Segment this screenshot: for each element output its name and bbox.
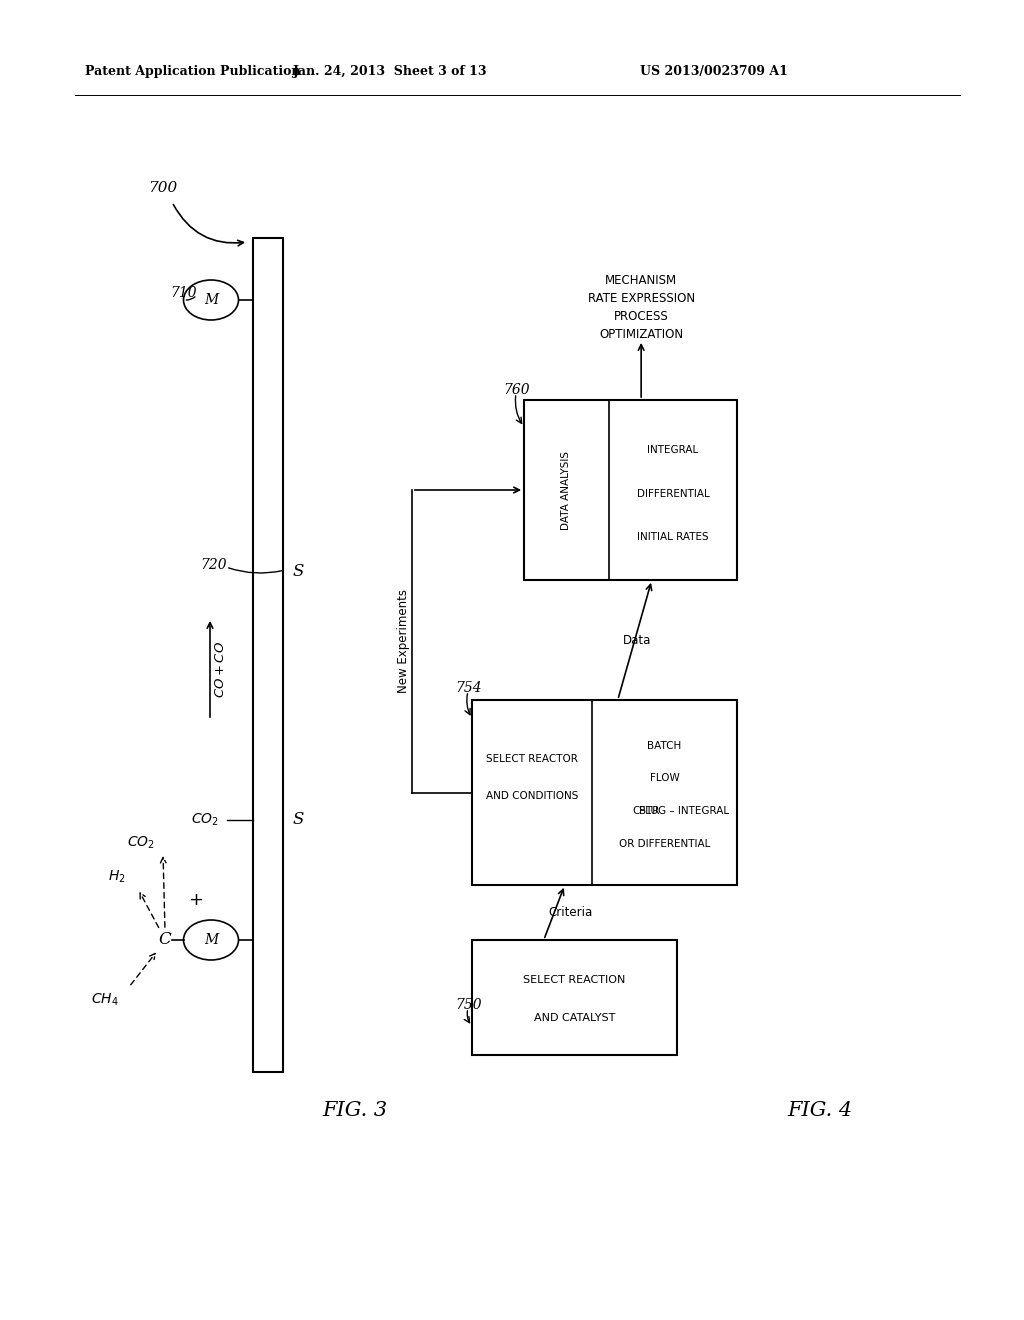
Text: 760: 760 <box>503 383 529 397</box>
Text: Patent Application Publication: Patent Application Publication <box>85 66 300 78</box>
Text: PROCESS: PROCESS <box>613 309 669 322</box>
Text: INTEGRAL: INTEGRAL <box>647 445 698 455</box>
Text: INITIAL RATES: INITIAL RATES <box>637 532 709 541</box>
Bar <box>472 700 737 884</box>
Text: 754: 754 <box>455 681 481 696</box>
Text: M: M <box>204 933 218 946</box>
Text: FIG. 3: FIG. 3 <box>323 1101 387 1119</box>
Text: M: M <box>204 293 218 308</box>
Ellipse shape <box>183 280 239 319</box>
Text: New Experiments: New Experiments <box>397 589 411 693</box>
Text: $\mathit{CO + CO}$: $\mathit{CO + CO}$ <box>214 640 227 697</box>
Text: CSTR: CSTR <box>633 807 660 816</box>
Text: DATA ANALYSIS: DATA ANALYSIS <box>561 450 571 529</box>
Text: PLUG – INTEGRAL: PLUG – INTEGRAL <box>639 807 729 816</box>
Text: OR DIFFERENTIAL: OR DIFFERENTIAL <box>618 840 711 849</box>
Text: +: + <box>188 891 204 909</box>
Text: AND CONDITIONS: AND CONDITIONS <box>485 791 579 801</box>
Text: SELECT REACTOR: SELECT REACTOR <box>486 754 578 764</box>
Text: C: C <box>159 932 171 949</box>
Text: BATCH: BATCH <box>647 742 682 751</box>
Text: Data: Data <box>623 634 651 647</box>
Text: Jan. 24, 2013  Sheet 3 of 13: Jan. 24, 2013 Sheet 3 of 13 <box>293 66 487 78</box>
Text: $\mathit{CO_2}$: $\mathit{CO_2}$ <box>127 834 155 851</box>
Text: 750: 750 <box>455 998 481 1012</box>
Text: SELECT REACTION: SELECT REACTION <box>523 975 626 985</box>
Text: $\mathit{CO_2}$: $\mathit{CO_2}$ <box>191 812 219 828</box>
Text: 720: 720 <box>200 558 226 572</box>
Text: S: S <box>293 812 304 829</box>
Text: FLOW: FLOW <box>649 772 679 783</box>
Text: 710: 710 <box>170 286 197 300</box>
Text: AND CATALYST: AND CATALYST <box>534 1014 615 1023</box>
Text: US 2013/0023709 A1: US 2013/0023709 A1 <box>640 66 787 78</box>
Bar <box>253 238 283 1072</box>
Text: RATE EXPRESSION: RATE EXPRESSION <box>588 292 694 305</box>
Text: MECHANISM: MECHANISM <box>605 273 677 286</box>
Ellipse shape <box>183 920 239 960</box>
Text: FIG. 4: FIG. 4 <box>787 1101 853 1119</box>
Bar <box>472 940 677 1055</box>
Text: Criteria: Criteria <box>549 906 593 919</box>
Bar <box>524 400 737 579</box>
Text: $\mathit{CH_4}$: $\mathit{CH_4}$ <box>91 991 119 1008</box>
Text: OPTIMIZATION: OPTIMIZATION <box>599 327 683 341</box>
Text: $\mathit{H_2}$: $\mathit{H_2}$ <box>109 869 126 886</box>
Text: DIFFERENTIAL: DIFFERENTIAL <box>637 488 710 499</box>
Text: 700: 700 <box>148 181 177 195</box>
Text: S: S <box>293 564 304 581</box>
